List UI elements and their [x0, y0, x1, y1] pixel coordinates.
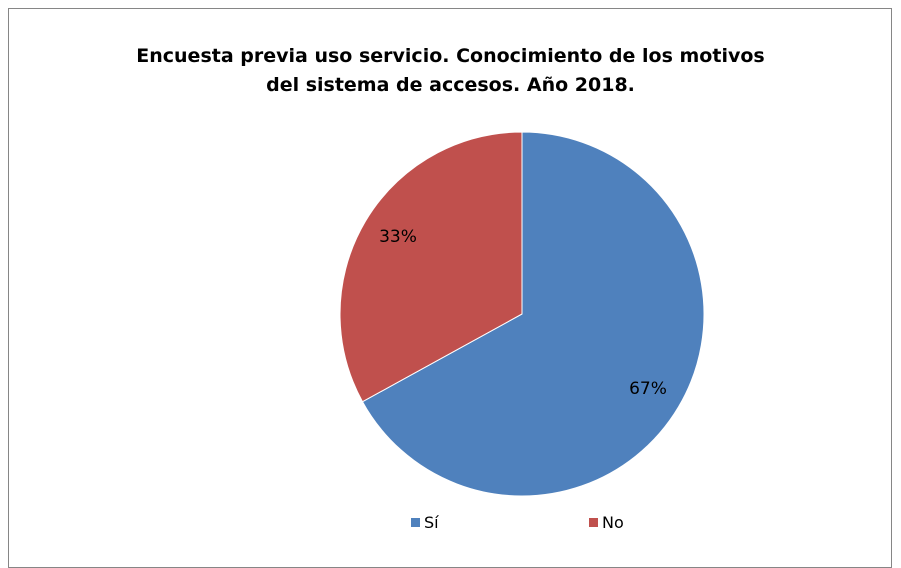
chart-title-line-1: Encuesta previa uso servicio. Conocimien… [136, 45, 765, 67]
legend-label-no: No [602, 513, 624, 532]
pie-chart: 67% 33% [339, 131, 705, 497]
legend-swatch-si [411, 518, 420, 527]
chart-title-line-2: del sistema de accesos. Año 2018. [266, 74, 635, 96]
legend-label-si: Sí [424, 513, 439, 532]
chart-title: Encuesta previa uso servicio. Conocimien… [0, 42, 901, 100]
data-label-no: 33% [379, 227, 417, 247]
data-label-si: 67% [629, 379, 667, 399]
legend-swatch-no [589, 518, 598, 527]
pie-slice-si [361, 131, 705, 497]
legend-item-si: Sí [411, 513, 439, 532]
legend: Sí No [0, 513, 901, 537]
pie-slice-no [339, 131, 523, 403]
legend-item-no: No [589, 513, 624, 532]
